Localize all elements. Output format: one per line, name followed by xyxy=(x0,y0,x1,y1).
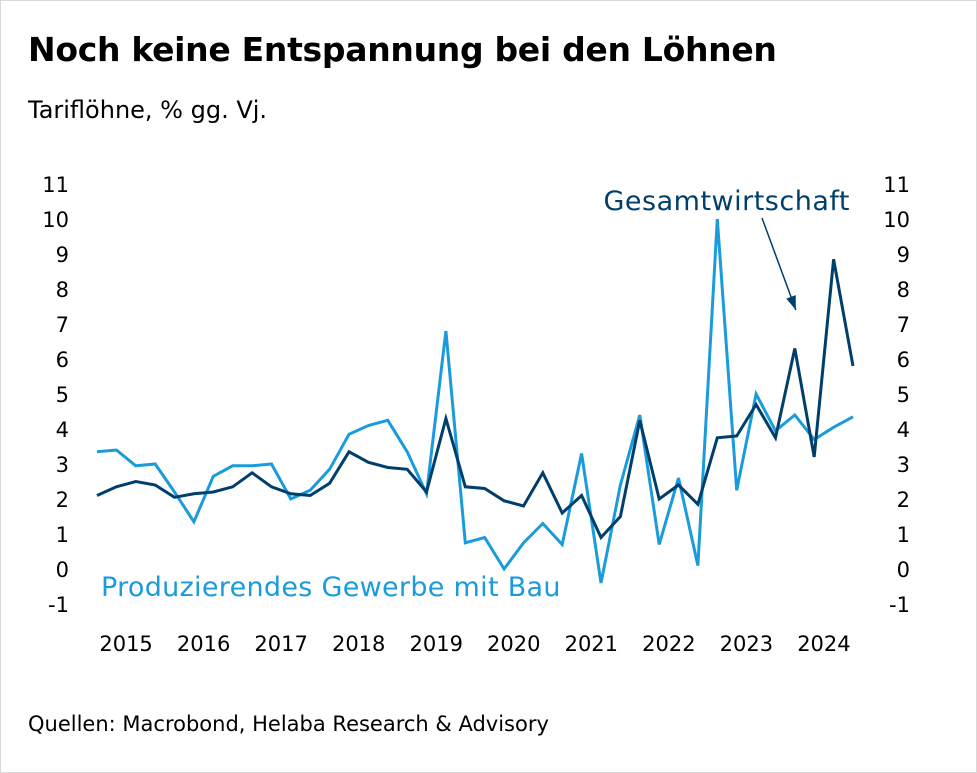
x-tick-label: 2016 xyxy=(177,632,230,656)
series-lines xyxy=(96,218,855,584)
y-tick-label-left: 2 xyxy=(56,488,69,512)
annotation-arrow xyxy=(761,217,797,311)
x-tick-label: 2015 xyxy=(99,632,152,656)
y-tick-label-right: 2 xyxy=(897,488,910,512)
y-tick-label-left: 1 xyxy=(56,523,69,547)
y-tick-label-left: 4 xyxy=(56,418,69,442)
y-tick-label-left: 3 xyxy=(56,453,69,477)
y-tick-label-left: 6 xyxy=(56,348,69,372)
x-tick-label: 2021 xyxy=(565,632,618,656)
annotation-gesamtwirtschaft: Gesamtwirtschaft xyxy=(604,186,851,217)
y-tick-label-left: 10 xyxy=(42,208,69,232)
x-tick-label: 2024 xyxy=(797,632,850,656)
y-tick-label-left: 11 xyxy=(42,173,69,197)
chart-subtitle: Tariflöhne, % gg. Vj. xyxy=(28,96,268,124)
y-axis-right: -1 0 1 2 3 4 5 6 7 8 9 10 11 xyxy=(883,173,910,617)
y-tick-label-right: 5 xyxy=(897,383,910,407)
y-tick-label-right: 11 xyxy=(883,173,910,197)
y-tick-label-right: 4 xyxy=(897,418,910,442)
series-line-gesamtwirtschaft xyxy=(96,259,855,541)
y-tick-label-right: 0 xyxy=(897,558,910,582)
annotation-arrowhead xyxy=(786,295,796,310)
x-tick-label: 2022 xyxy=(642,632,695,656)
y-tick-label-left: 8 xyxy=(56,278,69,302)
y-tick-label-left: 7 xyxy=(56,313,69,337)
y-tick-label-right: 7 xyxy=(897,313,910,337)
chart-source: Quellen: Macrobond, Helaba Research & Ad… xyxy=(28,712,549,736)
y-tick-label-right: 6 xyxy=(897,348,910,372)
x-axis: 2015 2016 2017 2018 2019 2020 2021 2022 2023 2024 xyxy=(99,632,850,656)
y-tick-label-left: 9 xyxy=(56,243,69,267)
y-tick-label-left: 5 xyxy=(56,383,69,407)
x-tick-label: 2018 xyxy=(332,632,385,656)
y-tick-label-right: 3 xyxy=(897,453,910,477)
y-tick-label-left: -1 xyxy=(48,593,69,617)
y-tick-label-right: 10 xyxy=(883,208,910,232)
annotation-produzierendes-gewerbe: Produzierendes Gewerbe mit Bau xyxy=(101,572,561,603)
y-tick-label-right: 9 xyxy=(897,243,910,267)
y-tick-label-right: 8 xyxy=(897,278,910,302)
x-tick-label: 2020 xyxy=(487,632,540,656)
y-axis-left: -1 0 1 2 3 4 5 6 7 8 9 10 11 xyxy=(42,173,69,617)
y-tick-label-right: 1 xyxy=(897,523,910,547)
y-tick-label-right: -1 xyxy=(889,593,910,617)
x-tick-label: 2017 xyxy=(254,632,307,656)
chart-title: Noch keine Entspannung bei den Löhnen xyxy=(28,30,777,69)
y-tick-label-left: 0 xyxy=(56,558,69,582)
series-line-produzierendes-gewerbe xyxy=(96,218,854,584)
x-tick-label: 2019 xyxy=(410,632,463,656)
x-tick-label: 2023 xyxy=(720,632,773,656)
